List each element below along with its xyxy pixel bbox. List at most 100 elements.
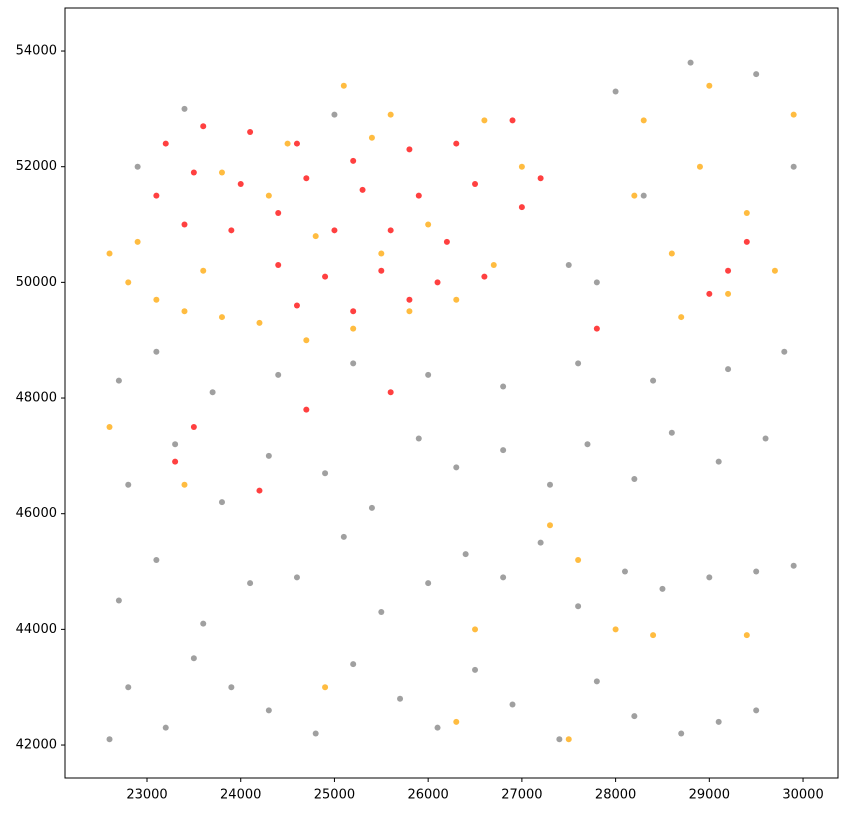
point [190, 655, 197, 662]
point [584, 441, 591, 448]
point [275, 262, 282, 269]
point [322, 273, 329, 280]
point [753, 71, 760, 78]
point [125, 279, 132, 286]
point [378, 267, 385, 274]
point [715, 718, 722, 725]
point [509, 701, 516, 708]
point [640, 117, 647, 124]
point [425, 580, 432, 587]
y-tick-label: 50000 [16, 275, 57, 290]
point [678, 314, 685, 321]
point [125, 481, 132, 488]
point [453, 718, 460, 725]
point [228, 684, 235, 691]
point [537, 175, 544, 182]
point [462, 551, 469, 558]
point [359, 186, 366, 193]
point [247, 128, 254, 135]
point [453, 296, 460, 303]
point [284, 140, 291, 147]
y-tick-label: 44000 [16, 622, 57, 637]
point [218, 314, 225, 321]
point [331, 111, 338, 118]
point [275, 209, 282, 216]
point [106, 250, 113, 257]
point [303, 406, 310, 413]
point [265, 452, 272, 459]
point [200, 267, 207, 274]
point [162, 724, 169, 731]
point [181, 481, 188, 488]
point [650, 377, 657, 384]
point [706, 574, 713, 581]
point [537, 539, 544, 546]
point [209, 389, 216, 396]
point [696, 163, 703, 170]
point [575, 360, 582, 367]
point [612, 88, 619, 95]
point [322, 470, 329, 477]
point [397, 695, 404, 702]
point [500, 447, 507, 454]
point [678, 730, 685, 737]
point [621, 568, 628, 575]
x-tick-label: 25000 [314, 788, 355, 803]
point [500, 383, 507, 390]
point [415, 435, 422, 442]
point [218, 499, 225, 506]
point [237, 181, 244, 188]
point [265, 707, 272, 714]
x-tick-label: 23000 [126, 788, 167, 803]
point [593, 279, 600, 286]
point [106, 736, 113, 743]
point [181, 308, 188, 315]
point [556, 736, 563, 743]
point [275, 371, 282, 378]
point [546, 522, 553, 529]
point [771, 267, 778, 274]
point [172, 441, 179, 448]
point [331, 227, 338, 234]
point [743, 238, 750, 245]
point [743, 632, 750, 639]
point [565, 736, 572, 743]
point [509, 117, 516, 124]
point [181, 105, 188, 112]
point [340, 533, 347, 540]
point [181, 221, 188, 228]
point [172, 458, 179, 465]
point [546, 481, 553, 488]
point [153, 556, 160, 563]
point [425, 221, 432, 228]
point [790, 163, 797, 170]
point [256, 487, 263, 494]
point [593, 325, 600, 332]
point [378, 250, 385, 257]
point [668, 250, 675, 257]
point [350, 661, 357, 668]
point [631, 192, 638, 199]
point [743, 209, 750, 216]
point [575, 556, 582, 563]
point [481, 117, 488, 124]
point [387, 111, 394, 118]
point [425, 371, 432, 378]
point [472, 666, 479, 673]
point [453, 464, 460, 471]
y-tick-label: 42000 [16, 738, 57, 753]
point [406, 146, 413, 153]
point [790, 562, 797, 569]
y-tick-label: 54000 [16, 44, 57, 59]
point [200, 620, 207, 627]
point [790, 111, 797, 118]
point [650, 632, 657, 639]
point [565, 262, 572, 269]
axes-frame [64, 7, 839, 779]
point [322, 684, 329, 691]
point [668, 429, 675, 436]
point [350, 157, 357, 164]
point [303, 175, 310, 182]
point [115, 377, 122, 384]
